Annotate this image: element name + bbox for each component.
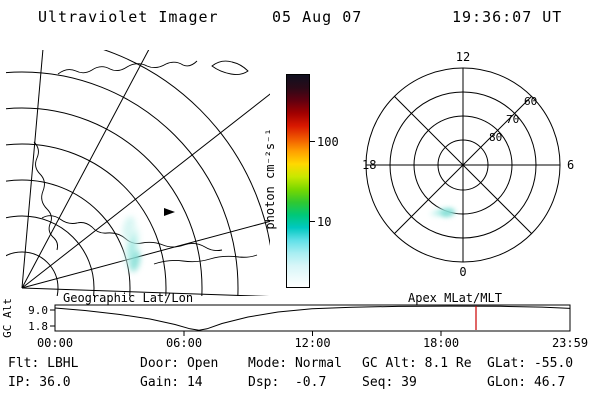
map-grid-meridians [21, 50, 270, 296]
colorbar [286, 74, 310, 288]
status-ip: IP: 36.0 [8, 375, 71, 390]
image-date: 05 Aug 07 [272, 8, 363, 26]
status-seq: Seq: 39 [362, 375, 417, 390]
status-glon: GLon: 46.7 [487, 375, 566, 390]
status-dsp: Dsp: -0.7 [248, 375, 327, 390]
colorbar-units-label: photon cm⁻²s⁻¹ [263, 128, 277, 230]
status-glat: GLat: -55.0 [487, 356, 574, 371]
x-tick-label-0600: 06:00 [166, 336, 202, 350]
right-panel-title: Apex MLat/MLT [408, 292, 502, 305]
x-tick-label-0000: 00:00 [37, 336, 73, 350]
status-mode: Mode: Normal [248, 356, 342, 371]
y-axis-label: GC Alt [1, 298, 14, 338]
status-door: Door: Open [140, 356, 219, 371]
timeline-y-ticks [50, 309, 55, 327]
colorbar-tick-10 [310, 221, 315, 222]
mlt-label-6: 6 [567, 158, 574, 172]
left-panel-title: Geographic Lat/Lon [63, 292, 193, 305]
colorbar-tick-label-10: 10 [317, 215, 332, 229]
timeline-x-ticks [183, 331, 442, 336]
apex-polar-panel: 12 18 6 0 60 70 80 [362, 50, 574, 279]
mlat-ring-label-80: 80 [489, 131, 502, 144]
status-gc-alt: GC Alt: 8.1 Re [362, 356, 472, 371]
map-aurora-emission [121, 216, 143, 274]
gc-alt-curve [54, 305, 571, 331]
image-time: 19:36:07 UT [452, 8, 563, 26]
y-tick-label-min: 1.8 [28, 320, 48, 333]
mlt-label-0: 0 [459, 265, 466, 279]
colorbar-tick-label-100: 100 [317, 135, 339, 149]
app-title: Ultraviolet Imager [38, 8, 219, 26]
map-arrow-marker [164, 208, 175, 216]
colorbar-tick-100 [310, 141, 315, 142]
x-tick-label-1800: 18:00 [423, 336, 459, 350]
mlat-ring-label-60: 60 [524, 95, 537, 108]
y-tick-label-max: 9.0 [28, 304, 48, 317]
status-flt: Flt: LBHL [8, 356, 79, 371]
polar-aurora-emission [426, 205, 460, 219]
mlt-label-12: 12 [456, 50, 470, 64]
x-tick-label-2359: 23:59 [552, 336, 588, 350]
status-gain: Gain: 14 [140, 375, 203, 390]
x-tick-label-1200: 12:00 [294, 336, 330, 350]
geographic-map-panel [6, 50, 270, 296]
mlt-label-18: 18 [362, 158, 376, 172]
map-grid-arcs [6, 50, 270, 296]
polar-grid-spokes [366, 68, 560, 262]
mlat-ring-label-70: 70 [506, 113, 519, 126]
orbit-timeline-panel: Geographic Lat/Lon Apex MLat/MLT 9.0 1.8… [1, 292, 588, 350]
